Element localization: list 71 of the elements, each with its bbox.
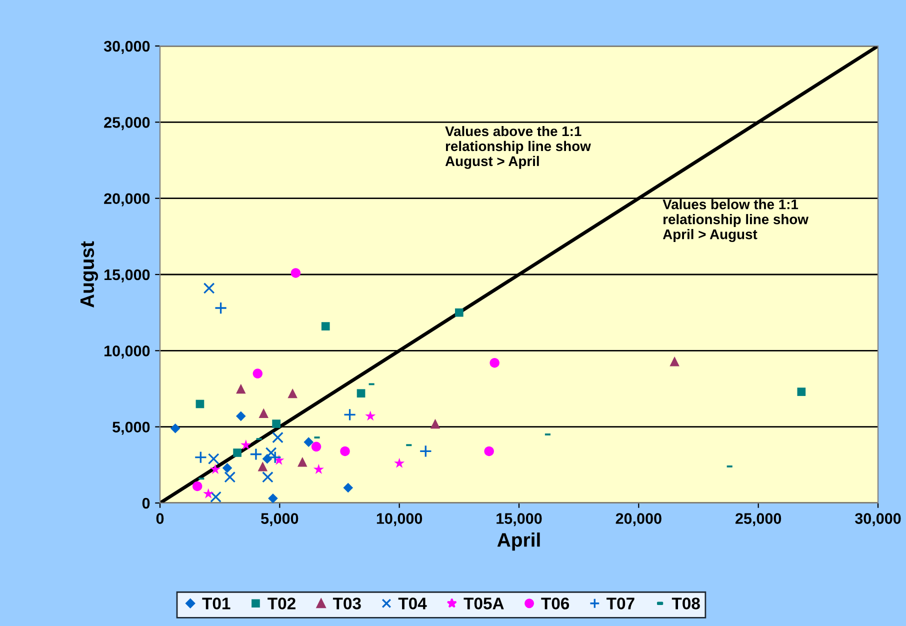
x-tick-label: 25,000	[736, 513, 782, 526]
y-axis-title: August	[80, 241, 98, 308]
legend-label: T08	[672, 598, 700, 610]
point	[192, 481, 202, 492]
y-tick-label: 0	[142, 498, 150, 509]
point	[268, 450, 282, 464]
point	[203, 282, 215, 294]
point	[343, 408, 356, 422]
point	[240, 440, 252, 450]
point	[321, 322, 330, 330]
point	[214, 302, 228, 314]
point	[356, 389, 366, 398]
point	[210, 491, 222, 503]
point	[304, 437, 314, 447]
x-tick-label: 5,000	[261, 513, 298, 526]
point	[268, 494, 278, 503]
point	[203, 488, 214, 498]
point	[272, 432, 284, 444]
point	[797, 388, 806, 396]
point	[430, 418, 440, 429]
point	[419, 444, 432, 458]
legend-label: T03	[332, 598, 361, 610]
point	[365, 410, 376, 421]
annotation: Values above the 1:1 relationship line show August > April	[445, 126, 591, 169]
point	[311, 442, 322, 452]
y-tick-label: 25,000	[104, 117, 150, 130]
point	[290, 268, 301, 278]
point	[313, 464, 324, 474]
annotation: Values below the 1:1 relationship line show April > August	[662, 199, 808, 242]
y-tick-label: 30,000	[104, 40, 150, 54]
y-tick-label: 15,000	[104, 269, 150, 282]
y-tick-label: 20,000	[104, 193, 150, 206]
point	[484, 446, 494, 456]
x-axis-title: April	[497, 532, 540, 551]
x-tick-label: 10,000	[376, 513, 422, 526]
y-tick-label: 5,000	[112, 422, 150, 435]
y-tick-label: 10,000	[104, 346, 150, 359]
legend-label: T04	[398, 598, 427, 610]
point	[670, 356, 680, 366]
point	[340, 446, 350, 456]
point	[288, 388, 298, 398]
x-tick-label: 0	[156, 513, 164, 524]
point	[194, 450, 208, 464]
point	[490, 358, 500, 368]
x-tick-label: 30,000	[854, 513, 901, 526]
point	[196, 400, 204, 408]
point	[250, 448, 262, 461]
legend-label: T01	[202, 598, 230, 610]
point	[222, 463, 232, 473]
point	[210, 464, 221, 474]
point	[236, 411, 246, 422]
point	[394, 458, 405, 468]
point	[258, 462, 268, 472]
point	[236, 384, 246, 394]
point	[208, 453, 220, 465]
x-tick-label: 20,000	[616, 513, 662, 526]
legend-label: T05A	[464, 598, 504, 610]
legend-label: T02	[268, 598, 296, 610]
point	[224, 471, 236, 483]
legend-label: T06	[541, 598, 570, 610]
point	[272, 420, 280, 428]
point	[343, 482, 354, 493]
legend-label: T07	[606, 598, 634, 610]
point	[455, 308, 464, 317]
point	[262, 471, 274, 483]
point	[298, 457, 308, 467]
point	[258, 408, 268, 418]
point	[170, 423, 180, 434]
point	[233, 448, 242, 457]
x-tick-label: 15,000	[496, 513, 542, 526]
point	[252, 368, 263, 378]
